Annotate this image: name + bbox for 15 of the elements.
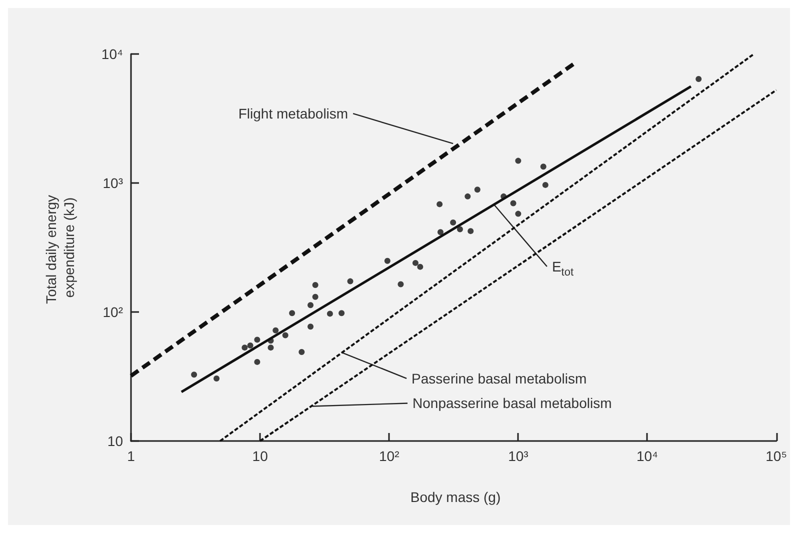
x-tick-label: 10³ — [508, 448, 529, 464]
y-tick-label: 10² — [102, 304, 124, 320]
y-axis-title: Total daily energy expenditure (kJ) — [43, 191, 77, 304]
x-tick-label: 10⁴ — [636, 448, 658, 464]
x-tick-label: 1 — [127, 448, 136, 464]
annotation: Passerine basal metabolism — [412, 370, 587, 386]
x-tick-label: 10⁵ — [766, 448, 788, 464]
y-tick-label: 10⁴ — [101, 46, 123, 62]
y-tick-label: 10 — [107, 433, 124, 449]
y-tick-label: 10³ — [102, 175, 124, 191]
x-tick-label: 10² — [379, 448, 400, 464]
annotation: Nonpasserine basal metabolism — [412, 395, 612, 412]
annotation: Flight metabolism — [238, 106, 348, 122]
x-tick-label: 10 — [252, 448, 268, 464]
x-axis-title: Body mass (g) — [410, 489, 501, 505]
